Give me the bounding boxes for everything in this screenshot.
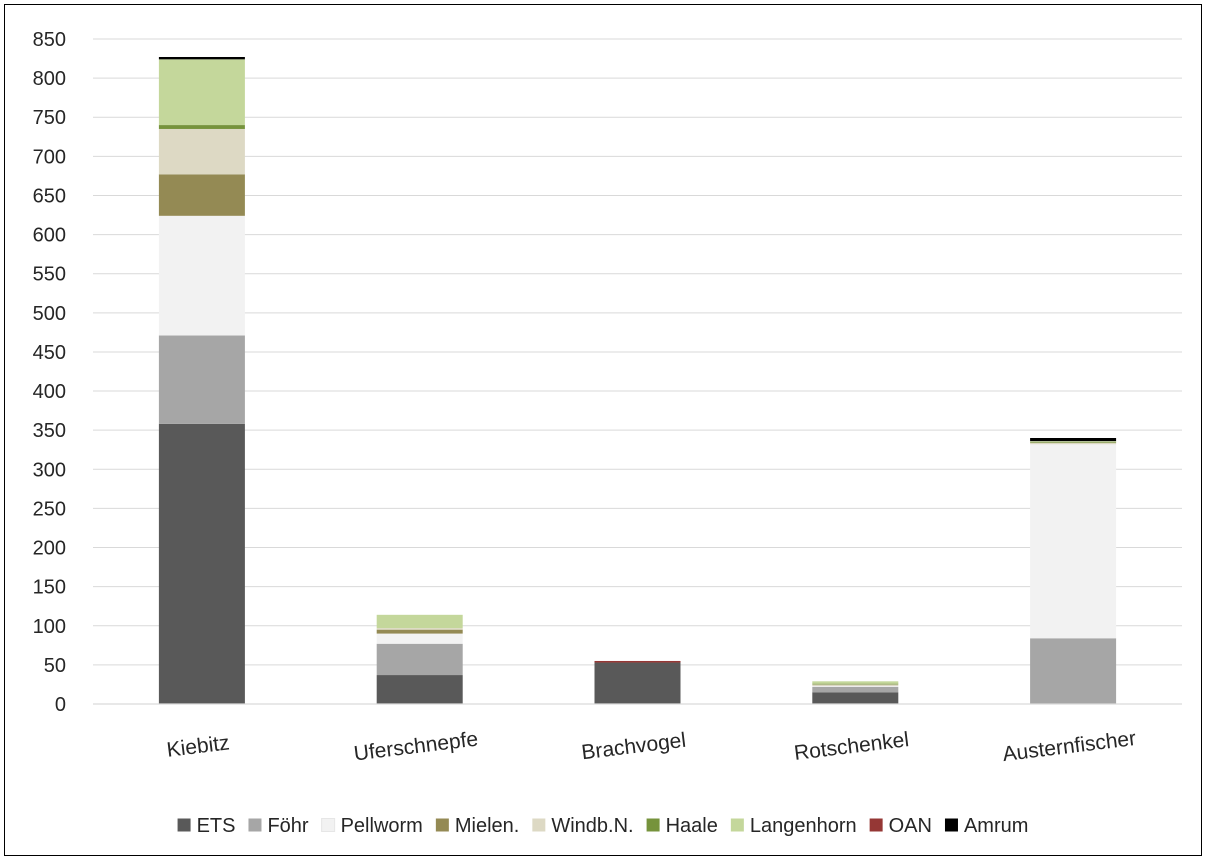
y-tick-label: 500 (33, 303, 66, 325)
legend-item: OAN (869, 815, 932, 837)
legend-swatch (646, 818, 660, 832)
y-tick-label: 100 (33, 616, 66, 638)
gridlines (93, 38, 1182, 666)
bar-segment-pellworm-uferschnepfe (376, 633, 463, 644)
bar-segment-windb-n--rotschenkel (812, 684, 899, 687)
bar-segment-langenhorn-uferschnepfe (376, 614, 463, 629)
legend-label: Föhr (267, 815, 308, 837)
bar-segment-haale-austernfischer (1030, 441, 1117, 443)
bar-segment-pellworm-rotschenkel (812, 686, 899, 687)
bars (158, 56, 1117, 704)
legend-item: Amrum (944, 815, 1028, 837)
bar-segment-ets-brachvogel (594, 662, 681, 704)
bar-segment-haale-kiebitz (158, 125, 245, 129)
y-tick-label: 350 (33, 420, 66, 442)
legend-swatch (730, 818, 744, 832)
legend-label: Amrum (964, 815, 1028, 837)
category-labels: Kiebitz Uferschnepfe Brachvogel Rotschenkel… (165, 727, 1137, 766)
legend-item: Windb.N. (532, 815, 634, 837)
category-label: Austernfischer (1001, 727, 1137, 766)
legend-item: ETS (177, 815, 236, 837)
y-tick-label: 50 (44, 655, 66, 677)
legend-label: Pellworm (341, 815, 423, 837)
y-tick-label: 0 (55, 694, 66, 716)
y-axis-ticks: 0 50 100 150 200 250 300 350 400 450 500 550 600 650 7… (33, 29, 66, 716)
bar-segment-langenhorn-rotschenkel (812, 681, 899, 684)
legend-label: Haale (666, 815, 718, 837)
y-tick-label: 400 (33, 381, 66, 403)
legend-swatch (869, 818, 883, 832)
y-tick-label: 200 (33, 538, 66, 560)
legend-label: Langenhorn (750, 815, 857, 837)
legend-item: Föhr (248, 815, 309, 837)
category-label: Brachvogel (580, 729, 687, 765)
y-tick-label: 250 (33, 498, 66, 520)
legend-swatch (944, 818, 958, 832)
legend-item: Haale (646, 815, 718, 837)
legend-swatch (435, 818, 449, 832)
y-tick-label: 750 (33, 107, 66, 129)
legend-item: Pellworm (321, 815, 423, 837)
y-tick-label: 700 (33, 146, 66, 168)
legend-label: ETS (197, 815, 236, 837)
bar-segment-amrum-austernfischer (1030, 438, 1117, 442)
legend-label: OAN (889, 815, 932, 837)
legend-label: Mielen. (455, 815, 519, 837)
bar-segment-amrum-kiebitz (158, 56, 245, 60)
bar-segment-langenhorn-kiebitz (158, 59, 245, 126)
legend-swatch (248, 818, 262, 832)
bar-segment-windb-n--kiebitz (158, 128, 245, 175)
bar-segment-mielen--uferschnepfe (376, 629, 463, 634)
bar-segment-windb-n--austernfischer (1030, 442, 1117, 445)
bar-segment-f-hr-kiebitz (158, 335, 245, 424)
y-tick-label: 300 (33, 459, 66, 481)
legend: ETS Föhr Pellworm Mielen. Windb.N. Haale Lange… (177, 815, 1028, 837)
legend-label: Windb.N. (551, 815, 633, 837)
y-tick-label: 600 (33, 225, 66, 247)
bar-segment-f-hr-rotschenkel (812, 686, 899, 693)
bar-segment-oan-brachvogel (594, 660, 681, 663)
category-label: Kiebitz (165, 731, 230, 762)
bar-segment-haale-rotschenkel (812, 683, 899, 685)
bar-segment-langenhorn-austernfischer (1030, 441, 1117, 442)
bar-segment-pellworm-kiebitz (158, 215, 245, 336)
legend-swatch (321, 818, 336, 832)
bar-segment-pellworm-austernfischer (1030, 444, 1117, 639)
y-tick-label: 150 (33, 577, 66, 599)
bar-segment-f-hr-austernfischer (1030, 638, 1117, 704)
legend-item: Langenhorn (730, 815, 857, 837)
y-tick-label: 450 (33, 342, 66, 364)
y-tick-label: 650 (33, 185, 66, 207)
bar-segment-f-hr-uferschnepfe (376, 643, 463, 676)
legend-item: Mielen. (435, 815, 519, 837)
category-label: Rotschenkel (793, 728, 911, 765)
bar-segment-windb-n--uferschnepfe (376, 628, 463, 630)
y-tick-label: 800 (33, 68, 66, 90)
y-tick-label: 550 (33, 264, 66, 286)
bar-segment-mielen--kiebitz (158, 174, 245, 216)
bar-segment-ets-kiebitz (158, 423, 245, 704)
legend-swatch (177, 818, 191, 832)
legend-swatch (532, 818, 546, 832)
y-tick-label: 850 (33, 29, 66, 51)
category-label: Uferschnepfe (353, 728, 480, 766)
bar-segment-ets-uferschnepfe (376, 675, 463, 704)
bar-segment-ets-rotschenkel (812, 692, 899, 704)
